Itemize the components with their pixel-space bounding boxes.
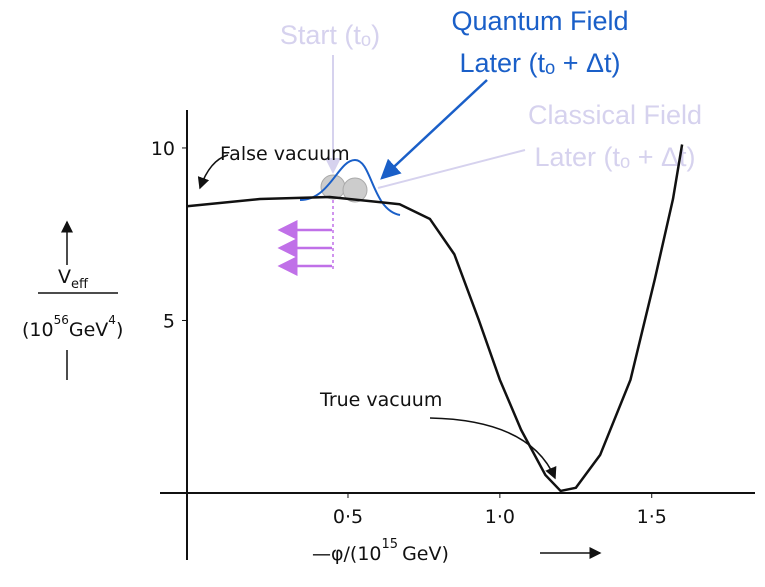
classical-label: Later (tₒ + Δt) <box>534 142 695 172</box>
classical-pointer <box>377 149 526 189</box>
false-vacuum-label: False vacuum <box>220 143 350 165</box>
classical-ball <box>342 177 368 203</box>
y-label-unit: (1056GeV4) <box>22 313 123 341</box>
x-tick-label: 0·5 <box>333 506 363 528</box>
y-tick-label: 5 <box>163 310 175 332</box>
start-label: Start (tₒ) <box>280 20 380 50</box>
x-tick-label: 1·0 <box>485 506 515 528</box>
y-tick-label: 10 <box>151 138 175 160</box>
potential-curve <box>186 144 684 493</box>
true-vacuum-label: True vacuum <box>319 389 442 411</box>
decorations <box>197 55 557 480</box>
false-vacuum-arrow <box>197 154 229 190</box>
quantum-label: Later (tₒ + Δt) <box>459 48 620 78</box>
y-label: Veff <box>58 266 89 292</box>
x-tick-label: 1·5 <box>637 506 667 528</box>
quantum-arrow <box>380 79 488 180</box>
x-label: —φ/(1015 GeV) <box>312 537 449 565</box>
quantum-label: Quantum Field <box>451 6 628 36</box>
true-vacuum-arrow <box>429 417 557 480</box>
axes <box>160 110 755 560</box>
quantum-wavepacket <box>299 158 401 216</box>
classical-label: Classical Field <box>528 100 702 130</box>
